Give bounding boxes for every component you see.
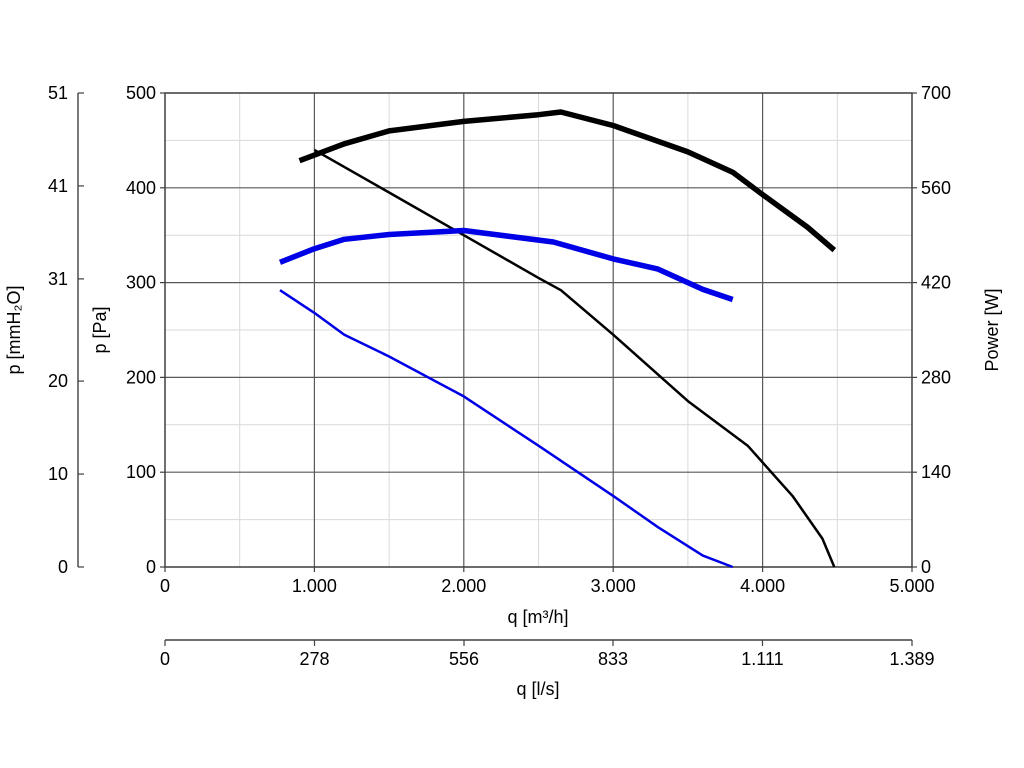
pressure-curve-0 <box>313 148 836 568</box>
y2-tick-label: 51 <box>48 83 68 103</box>
y-axis-label: p [Pa] <box>90 306 110 353</box>
x-tick-label: 4.000 <box>740 576 785 596</box>
x2-tick-label: 1.111 <box>741 649 783 669</box>
y3-tick-label: 140 <box>921 462 951 482</box>
y3-tick-label: 420 <box>921 273 951 293</box>
major-grid <box>164 92 913 568</box>
y2-tick-label: 41 <box>48 176 68 196</box>
x2-tick-label: 833 <box>598 649 628 669</box>
y-tick-label: 200 <box>126 367 156 387</box>
series-layer <box>278 109 837 569</box>
y-tick-label: 300 <box>126 273 156 293</box>
minor-grid <box>165 93 912 567</box>
x-axis-label: q [m³/h] <box>507 607 568 627</box>
y-tick-label: 500 <box>126 83 156 103</box>
pressure-curve-2 <box>279 289 734 569</box>
x2-tick-label: 1.389 <box>889 649 934 669</box>
y2-tick-label: 10 <box>48 464 68 484</box>
y3-tick-label: 280 <box>921 367 951 387</box>
y-tick-label: 100 <box>126 462 156 482</box>
power-curve-1 <box>298 109 837 253</box>
x-tick-label: 3.000 <box>591 576 636 596</box>
y3-axis-label: Power [W] <box>982 288 1002 371</box>
y3-tick-label: 0 <box>921 557 931 577</box>
y2-tick-label: 20 <box>48 371 68 391</box>
x2-tick-label: 278 <box>299 649 329 669</box>
x2-tick-label: 556 <box>449 649 479 669</box>
y2-tick-label: 0 <box>58 557 68 577</box>
y-tick-label: 400 <box>126 178 156 198</box>
y2-axis-label: p [mmH₂O] <box>4 286 24 375</box>
power-curve-3 <box>278 227 734 303</box>
x-tick-label: 5.000 <box>889 576 934 596</box>
x-tick-label: 2.000 <box>441 576 486 596</box>
x-tick-label: 0 <box>160 576 170 596</box>
y-tick-label: 0 <box>146 557 156 577</box>
x-tick-label: 1.000 <box>292 576 337 596</box>
y2-tick-label: 31 <box>48 269 68 289</box>
y3-tick-label: 700 <box>921 83 951 103</box>
axes-layer: 0 1.000 2.000 3.000 4.000 5.00001002003004005… <box>48 83 951 669</box>
x2-tick-label: 0 <box>160 649 170 669</box>
x2-axis-label: q [l/s] <box>516 679 559 699</box>
y3-tick-label: 560 <box>921 178 951 198</box>
plot-border <box>164 92 913 568</box>
